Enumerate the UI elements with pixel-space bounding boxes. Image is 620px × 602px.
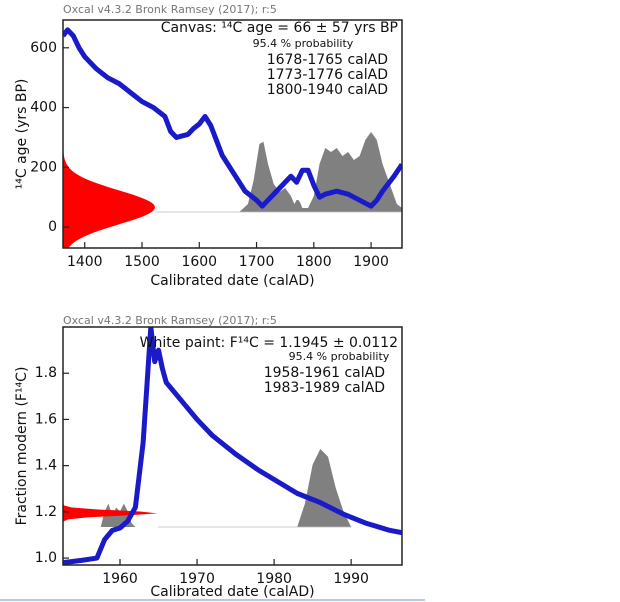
x-tick-label: 1900 [353,254,389,270]
calibration-curve [63,327,402,565]
x-tick-label: 1960 [102,571,138,587]
y-tick-label: 1.6 [35,411,57,427]
y-tick-label: 600 [30,40,57,56]
x-tick-label: 1970 [179,571,215,587]
y-tick-label: 1.4 [35,458,57,474]
y-tick-label: 1.8 [35,365,57,381]
plot-area [63,20,402,248]
y-tick-label: 200 [30,159,57,175]
probability-area [239,132,402,212]
chart-title: Oxcal v4.3.2 Bronk Ramsey (2017); r:5 [63,3,277,16]
measurement-distribution [63,20,155,248]
x-tick-label: 1990 [333,571,369,587]
y-tick-label: 1.0 [35,550,57,566]
y-axis-label: Fraction modern (F¹⁴C) [14,367,30,526]
annotation: 1958-1961 calAD [264,365,385,381]
y-tick-label: 400 [30,100,57,116]
plot-frame [62,326,403,566]
x-tick-label: 1700 [239,254,275,270]
x-tick-label: 1600 [181,254,217,270]
x-tick-label: 1400 [67,254,103,270]
annotation: 1678-1765 calAD [267,52,388,68]
y-tick-label: 0 [48,219,57,235]
annotation: 1800-1940 calAD [267,82,388,98]
x-tick-label: 1980 [256,571,292,587]
annotation: 1773-1776 calAD [267,67,388,83]
annotation: 95.4 % probability [289,350,390,363]
calibration-curve [63,27,402,209]
plot-area [63,327,402,565]
x-axis-label: Calibrated date (calAD) [150,584,314,600]
annotation: 1983-1989 calAD [264,380,385,396]
probability-area [297,449,352,527]
y-tick-label: 1.2 [35,504,57,520]
annotation: 95.4 % probability [253,37,354,50]
plot-frame [62,19,403,249]
x-tick-label: 1800 [296,254,332,270]
annotation: Canvas: ¹⁴C age = 66 ± 57 yrs BP [161,20,398,36]
y-axis-label: ¹⁴C age (yrs BP) [14,79,30,190]
x-axis-label: Calibrated date (calAD) [150,273,314,289]
x-tick-label: 1500 [124,254,160,270]
chart-title: Oxcal v4.3.2 Bronk Ramsey (2017); r:5 [63,314,277,327]
annotation: White paint: F¹⁴C = 1.1945 ± 0.0112 [140,335,398,351]
